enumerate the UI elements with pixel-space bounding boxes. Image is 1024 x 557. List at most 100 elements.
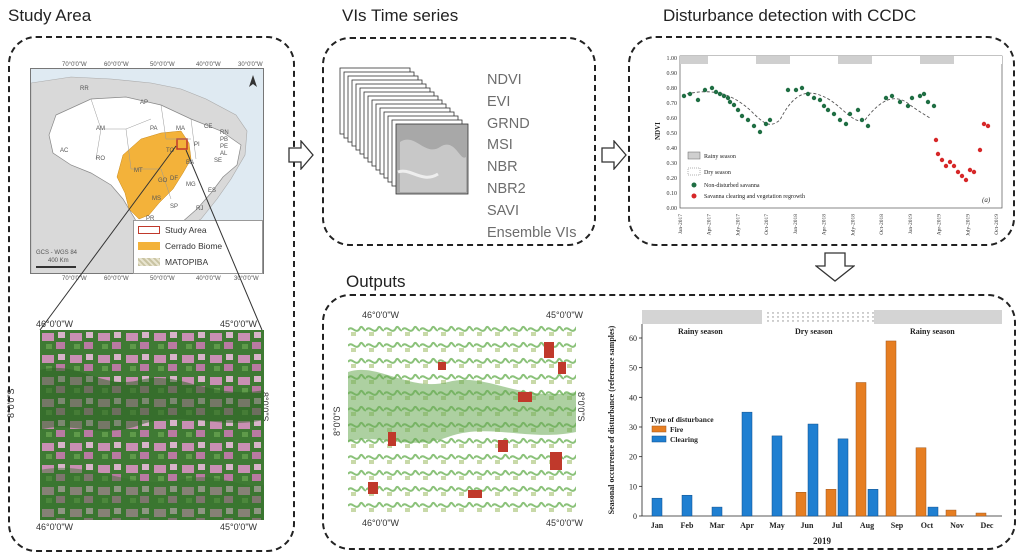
bar-ytick-label: 50 [629, 364, 637, 373]
dry-dot [812, 312, 814, 314]
bar-fire [975, 512, 987, 517]
fire-swatch [651, 425, 667, 433]
dry-dot [792, 312, 794, 314]
bar-clearing [807, 423, 819, 517]
bar-xtick-label: Apr [740, 521, 754, 530]
ndvi-point-green [687, 91, 693, 97]
bar-clearing [867, 489, 879, 517]
disturbance-detection-heading: Disturbance detection with CCDC [663, 6, 917, 25]
dry-dot [847, 320, 849, 322]
state-label: RN [220, 130, 229, 136]
ndvi-point-green [695, 97, 701, 103]
disturbance-bar-chart: Rainy season Dry season Rainy season 0 10… [607, 310, 1002, 546]
bar-xtick-label: Dec [981, 521, 994, 530]
dry-dot [807, 312, 809, 314]
dry-dot [827, 312, 829, 314]
bar-ylabel: Seasonal occurrence of disturbance (refe… [607, 325, 616, 514]
ndvi-point-green [825, 107, 831, 113]
bar-legend-fire: Fire [670, 425, 684, 434]
dry-swatch [687, 167, 701, 176]
vi-item: NDVI [487, 72, 522, 88]
dry-dot [787, 312, 789, 314]
dry-dot [772, 316, 774, 318]
study-area-heading: Study Area [8, 6, 92, 25]
ndvi-panel-label: (a) [982, 196, 991, 204]
dry-dot [782, 320, 784, 322]
state-label: RJ [196, 206, 204, 212]
ndvi-point-red [933, 137, 939, 143]
ndvi-legend-clearing: Savanna clearing and vegetation regrowth [704, 194, 805, 200]
bar-clearing [711, 506, 723, 517]
ndvi-point-green [905, 103, 911, 109]
ndvi-xtick: Jan-2017 [678, 214, 684, 234]
ndvi-ytick: 0.40 [667, 146, 678, 152]
dry-dot [872, 312, 874, 314]
ndvi-point-green [735, 107, 741, 113]
dry-dot [832, 316, 834, 318]
ndvi-ytick: 1.00 [667, 56, 678, 62]
bar-xtick-label: Jun [801, 521, 814, 530]
bar-legend-clearing: Clearing [670, 435, 698, 444]
ndvi-point-red [939, 157, 945, 163]
ndvi-point-red [935, 151, 941, 157]
ndvi-legend-dry: Dry season [704, 170, 731, 176]
state-label: RO [96, 156, 105, 162]
state-label: PR [146, 216, 155, 222]
bar-clearing [741, 411, 753, 517]
green-dot-swatch [691, 182, 697, 188]
dry-dot [787, 320, 789, 322]
bar-legend-title: Type of disturbance [650, 415, 714, 424]
dry-dot [782, 316, 784, 318]
dry-dot [767, 316, 769, 318]
state-label: ES [208, 188, 217, 194]
ndvi-point-green [702, 87, 708, 93]
dry-dot [792, 320, 794, 322]
bar-ytick-label: 0 [633, 512, 637, 521]
dry-dot [817, 320, 819, 322]
dry-dot [827, 320, 829, 322]
vis-time-series-heading: VIs Time series [342, 6, 459, 25]
dry-dot [842, 320, 844, 322]
dry-dot [827, 316, 829, 318]
dry-dot [852, 312, 854, 314]
ndvi-point-green [745, 117, 751, 123]
ndvi-point-green [763, 121, 769, 127]
bar-fire [885, 340, 897, 517]
vi-image-stack [339, 67, 469, 195]
state-label: BA [186, 160, 195, 166]
dry-dot [862, 320, 864, 322]
dry-dot [777, 312, 779, 314]
dry-dot [782, 312, 784, 314]
dry-dot [842, 316, 844, 318]
dry-dot [867, 316, 869, 318]
bar-xtick-label: May [769, 521, 785, 530]
ndvi-point-green [811, 95, 817, 101]
arrow-down-icon [815, 252, 855, 282]
bar-fire [795, 492, 807, 517]
ndvi-point-green [731, 102, 737, 108]
dry-dot [847, 316, 849, 318]
vis-panel [322, 37, 596, 246]
bar-xtick-label: Mar [709, 521, 725, 530]
vi-list: NDVI EVI GRND MSI NBR NBR2 SAVI Ensemble… [487, 70, 576, 244]
ndvi-point-green [931, 103, 937, 109]
state-label: MA [176, 126, 185, 132]
bar-ytick-label: 10 [629, 482, 637, 491]
bar-xtick-label: Jul [832, 521, 843, 530]
ndvi-xtick: July-2017 [735, 214, 741, 236]
arrow-right-icon [601, 140, 627, 170]
dry-dot [777, 316, 779, 318]
vi-item: MSI [487, 137, 513, 154]
ndvi-point-red [971, 169, 977, 175]
ndvi-point-green [925, 99, 931, 105]
ndvi-point-red [977, 147, 983, 153]
ndvi-xtick: July-2018 [850, 214, 856, 236]
state-label: MS [152, 196, 161, 202]
ndvi-point-green [767, 117, 773, 123]
dry-dot [837, 316, 839, 318]
dry-dot [812, 316, 814, 318]
map-lon-top: 30°0'0"W [238, 62, 263, 68]
ndvi-point-red [967, 167, 973, 173]
out-lat-right: 8°0'0"S [576, 392, 586, 422]
map-lon-top: 40°0'0"W [196, 62, 221, 68]
